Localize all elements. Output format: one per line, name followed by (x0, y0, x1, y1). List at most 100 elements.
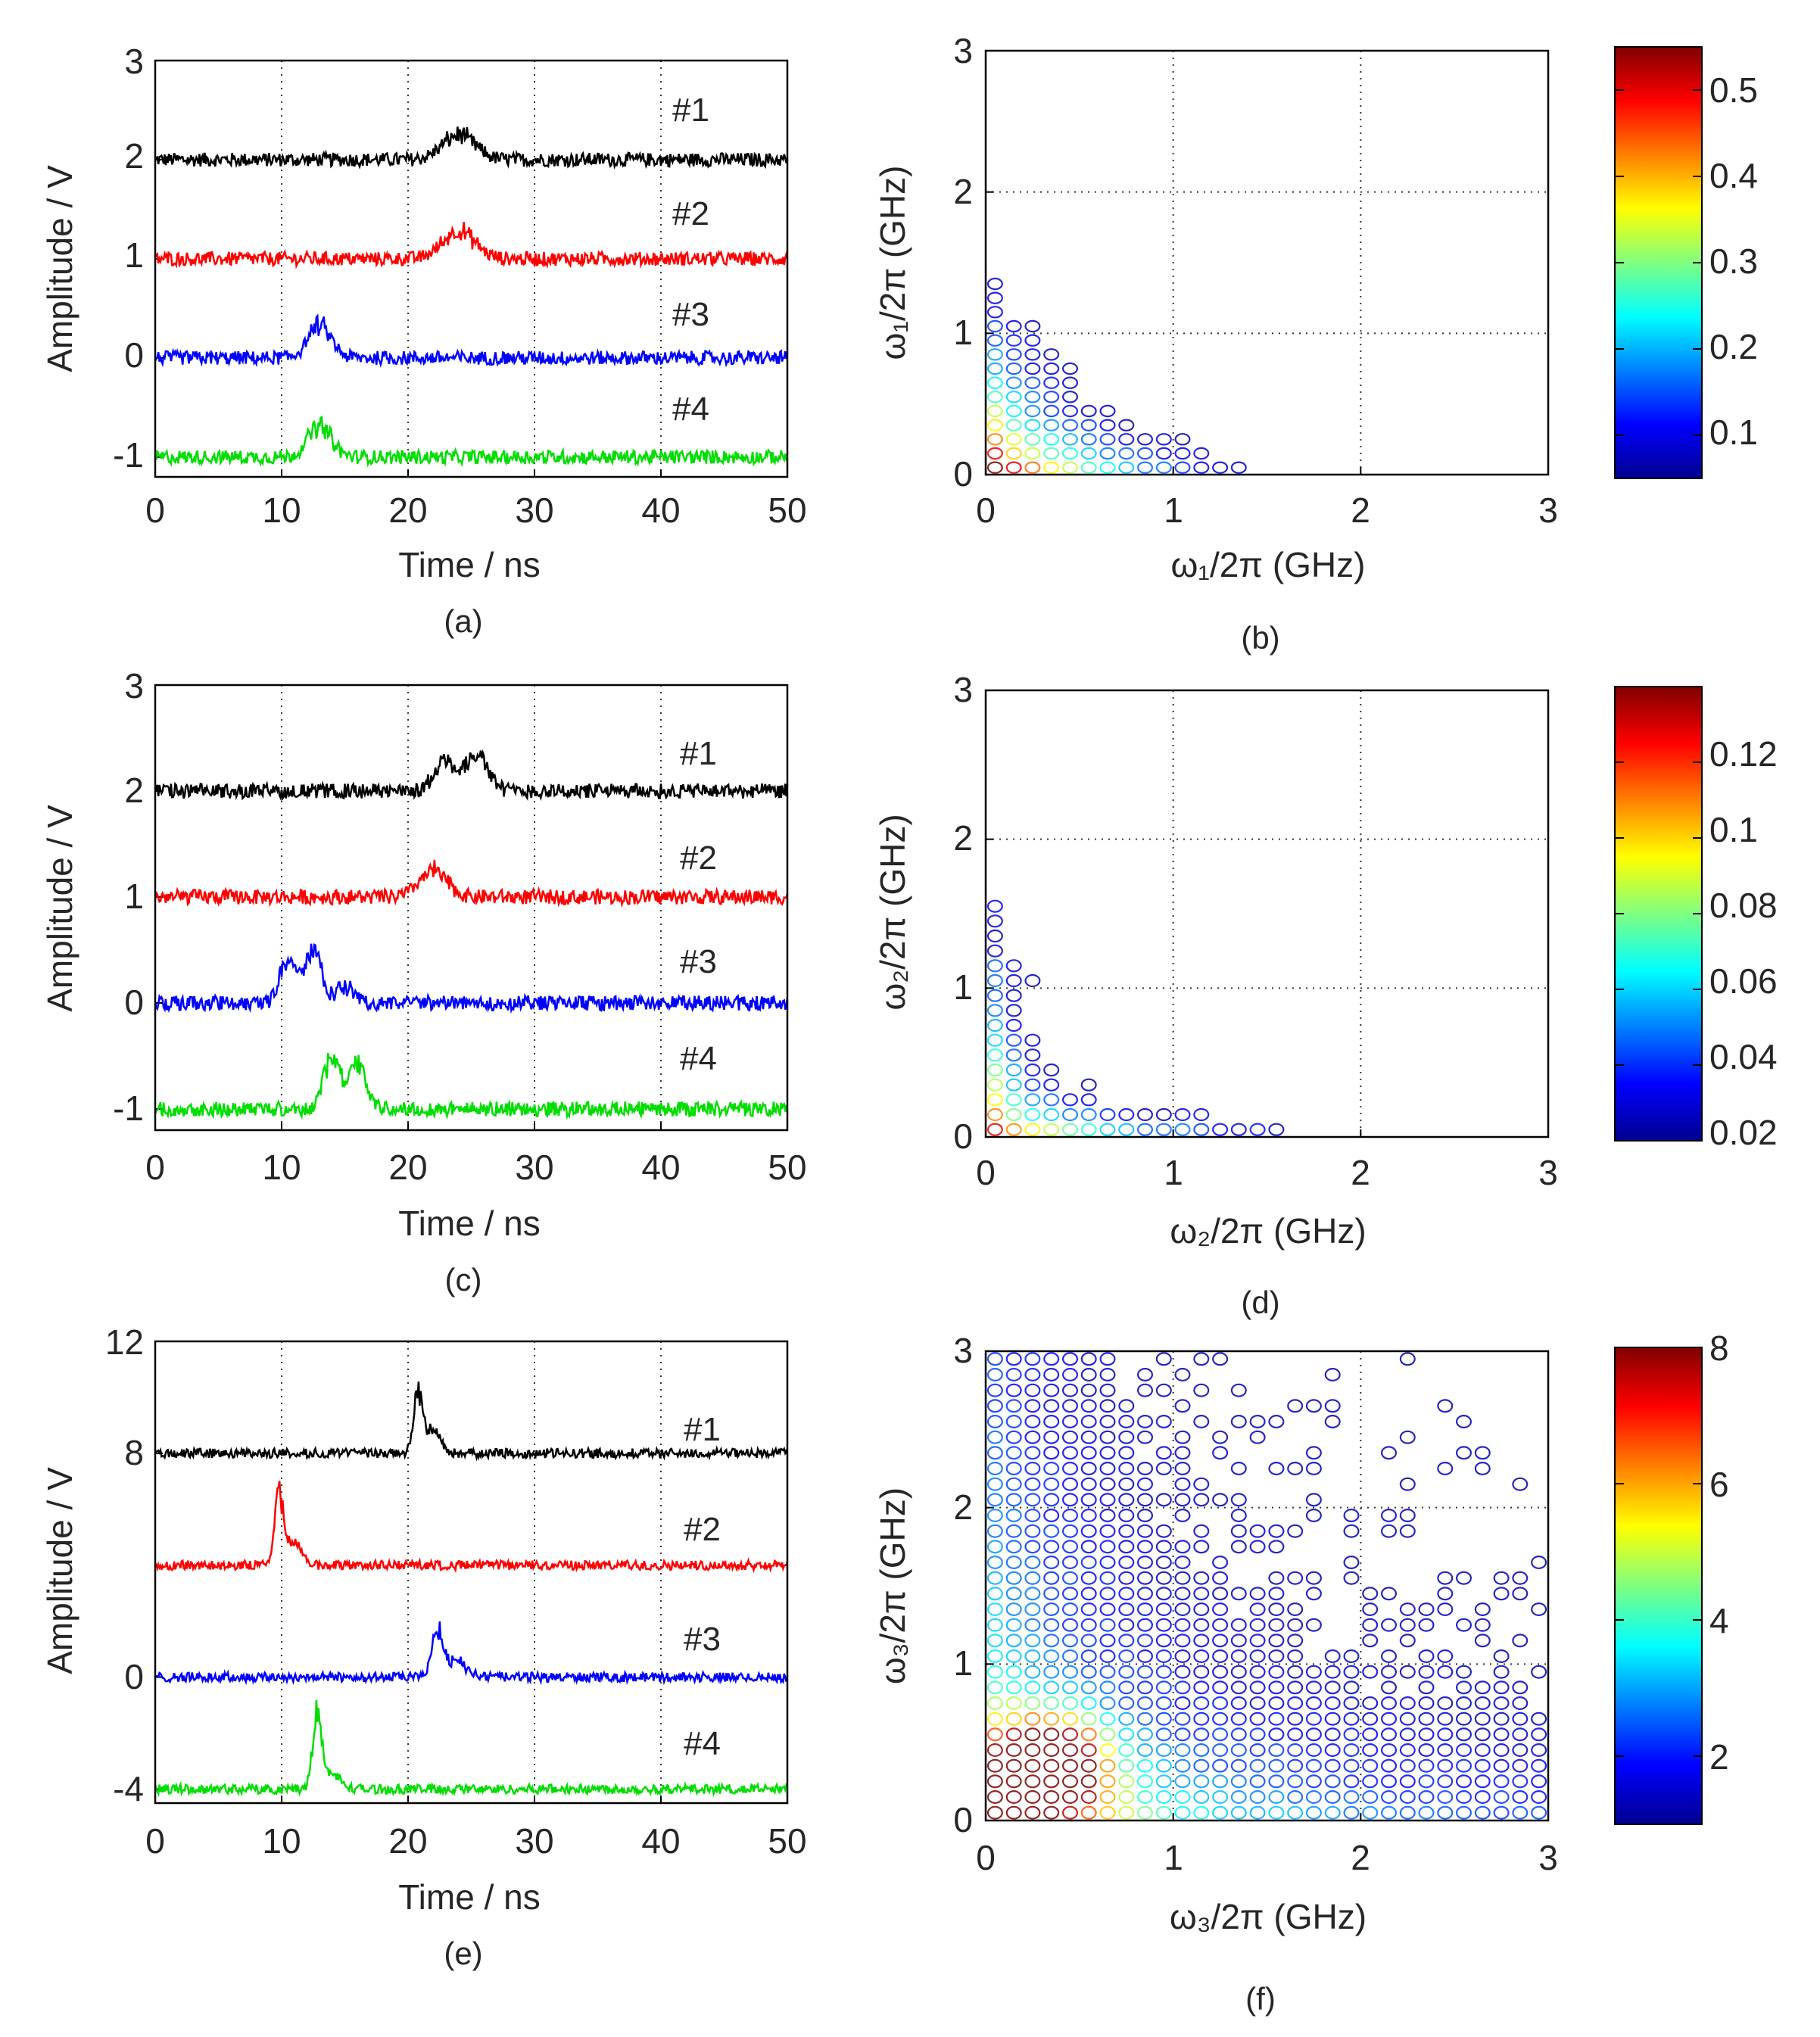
panel-b-axes-frame (984, 49, 1550, 476)
panel-d-contour-mark (1005, 1123, 1022, 1136)
panel-f-contour-mark (986, 1508, 1003, 1522)
panel-f-contour-mark (1024, 1430, 1041, 1444)
panel-f-contour-mark (1531, 1603, 1547, 1617)
panel-c-trace-n3 (154, 943, 789, 1014)
panel-f-contour-mark (986, 1571, 1003, 1585)
panel-f-contour-mark (1305, 1743, 1322, 1758)
panel-c-xtick: 10 (262, 1148, 301, 1187)
panel-f-contour-mark (1512, 1758, 1529, 1773)
panel-d-contour-mark (986, 1123, 1003, 1136)
panel-f-contour-mark (1024, 1727, 1041, 1742)
panel-f-contour-mark (1174, 1758, 1191, 1773)
panel-f-contour-mark (1305, 1446, 1322, 1460)
panel-f-xtick: 3 (1538, 1838, 1558, 1877)
panel-d-contour-mark (1193, 1107, 1210, 1122)
panel-f-contour-mark (1024, 1571, 1041, 1585)
panel-f-contour-mark (1136, 1618, 1153, 1632)
panel-f-contour-mark (1136, 1727, 1153, 1742)
panel-f-contour-mark (1324, 1680, 1341, 1695)
panel-f-contour-mark (1512, 1571, 1529, 1585)
panel-a-ytick: -1 (113, 435, 144, 475)
panel-b-contour-mark (1024, 319, 1041, 333)
panel-f-contour-mark (1005, 1790, 1022, 1805)
panel-f-contour-mark (1155, 1461, 1172, 1475)
panel-d-colorbar-tick: 0.04 (1709, 1037, 1778, 1076)
panel-f-contour-mark (1437, 1727, 1454, 1742)
panel-f-contour-mark (1455, 1790, 1472, 1805)
panel-f-contour-mark (1324, 1665, 1341, 1679)
panel-f-contour-mark (1099, 1508, 1116, 1522)
panel-b-contour-mark (1080, 447, 1097, 460)
panel-f-contour-mark (1474, 1758, 1491, 1773)
panel-f-contour-mark (1080, 1508, 1097, 1522)
panel-f-contour-mark (986, 1446, 1003, 1460)
panel-b-contour-mark (1099, 419, 1116, 431)
panel-f-contour-mark (1249, 1790, 1266, 1805)
panel-f-contour-mark (1362, 1774, 1379, 1789)
panel-f-contour-mark (1099, 1477, 1116, 1491)
panel-f-contour-mark (1005, 1727, 1022, 1742)
panel-b-ytick: 0 (953, 454, 973, 494)
panel-f-contour-mark (1080, 1446, 1097, 1460)
panel-b-contour-mark (1136, 433, 1153, 446)
panel-b-contour-mark (1061, 404, 1078, 418)
panel-f-contour-mark (1099, 1352, 1116, 1366)
panel-f-contour-mark (1249, 1743, 1266, 1758)
panel-f-contour-mark (1118, 1712, 1135, 1726)
panel-f-contour-mark (1136, 1805, 1153, 1820)
panel-f-contour-mark (1474, 1634, 1491, 1648)
panel-f-contour-mark (1005, 1774, 1022, 1789)
panel-a-trace-label: #2 (672, 195, 709, 232)
panel-f-contour-mark (1474, 1727, 1491, 1742)
panel-f-contour-mark (1474, 1618, 1491, 1632)
panel-b-contour-mark (1061, 419, 1078, 431)
panel-f-contour-mark (1512, 1696, 1529, 1711)
panel-d-contour-mark (1005, 1033, 1022, 1047)
panel-f-contour-mark (1343, 1649, 1360, 1664)
panel-f-contour-mark (1136, 1712, 1153, 1726)
panel-f-contour-mark (1249, 1665, 1266, 1679)
panel-f-contour-mark (1193, 1743, 1210, 1758)
panel-f-contour-mark (1343, 1758, 1360, 1773)
panel-f-contour-mark (1399, 1477, 1416, 1491)
panel-d-contour-mark (1024, 1033, 1041, 1047)
panel-b-contour-mark (1043, 433, 1060, 446)
panel-d-xlabel: ω₂/2π (GHz) (1170, 1211, 1366, 1251)
panel-f-contour-mark (1343, 1743, 1360, 1758)
panel-b-contour-mark (986, 348, 1003, 361)
panel-e-xtick: 20 (388, 1821, 427, 1861)
panel-f-contour-mark (1249, 1805, 1266, 1820)
panel-c-xlabel: Time / ns (398, 1204, 540, 1243)
panel-b-contour-mark (1024, 334, 1041, 347)
panel-b-contour-mark (1024, 376, 1041, 389)
panel-f-contour-mark (1099, 1649, 1116, 1664)
panel-b-contour-mark (986, 419, 1003, 431)
panel-f-contour-mark (1305, 1774, 1322, 1789)
panel-f-contour-mark (1324, 1649, 1341, 1664)
panel-d-contour-mark (1099, 1123, 1116, 1136)
panel-f-contour-mark (1043, 1649, 1060, 1664)
panel-d-contour-mark (1061, 1093, 1078, 1107)
panel-f-contour-map: 0 1 2 3 0 1 2 3 ω₃/2π (GHz) ω₃/2π (GHz) … (873, 1328, 1729, 2017)
panel-f-contour-mark (1455, 1758, 1472, 1773)
panel-f-contour-mark (1080, 1696, 1097, 1711)
panel-d-contour-mark (986, 1063, 1003, 1077)
panel-b-contour-mark (1005, 391, 1022, 403)
panel-f-contour-mark (1099, 1774, 1116, 1789)
panel-c-caption: (c) (445, 1262, 482, 1297)
panel-f-contour-mark (1380, 1712, 1397, 1726)
panel-f-contour-mark (1080, 1649, 1097, 1664)
panel-f-contour-mark (1024, 1774, 1041, 1789)
panel-a-ytick: 2 (124, 136, 144, 176)
panel-b-contour-mark (1005, 334, 1022, 347)
panel-f-contour-mark (1380, 1774, 1397, 1789)
panel-b-contour-mark (1024, 362, 1041, 375)
panel-a-trace-n3 (154, 313, 789, 368)
panel-f-contour-mark (1324, 1414, 1341, 1428)
panel-f-contour-mark (1043, 1634, 1060, 1648)
panel-f-contour-mark (1155, 1696, 1172, 1711)
panel-f-contour-mark (1212, 1446, 1229, 1460)
panel-f-contour-mark (1061, 1461, 1078, 1475)
panel-f-contour-mark (986, 1430, 1003, 1444)
